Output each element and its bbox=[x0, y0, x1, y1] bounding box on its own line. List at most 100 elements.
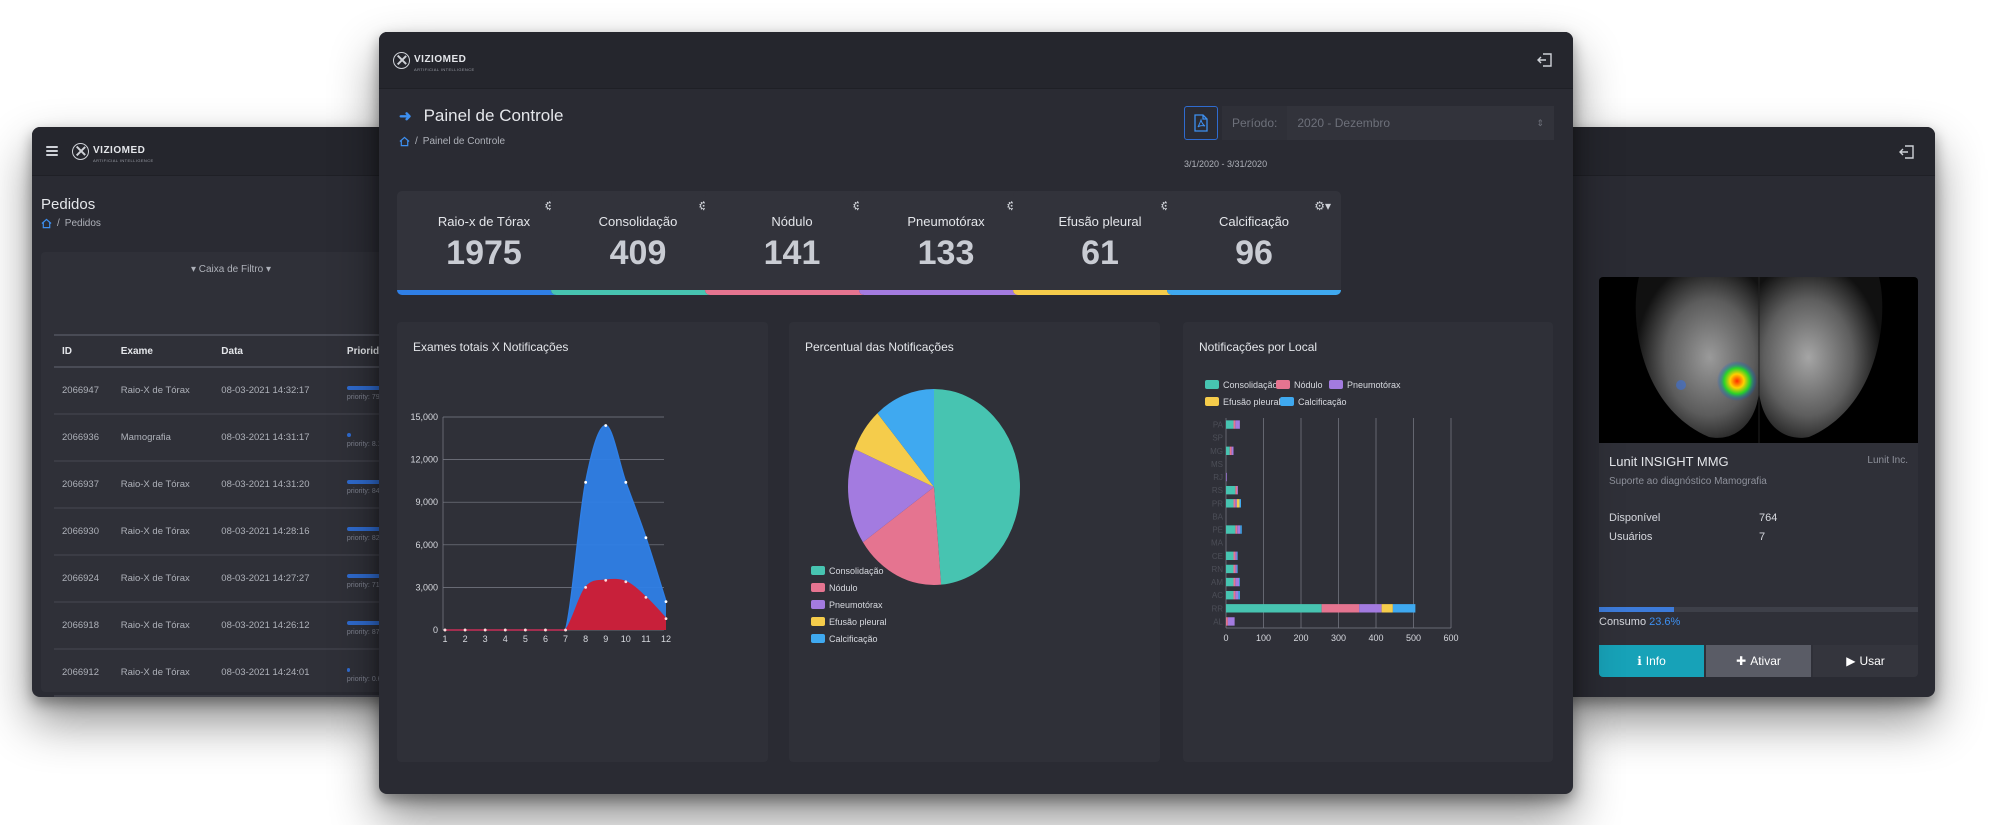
legend-label[interactable]: Nódulo bbox=[829, 583, 858, 593]
bar-segment[interactable] bbox=[1226, 617, 1228, 626]
bar-segment[interactable] bbox=[1233, 499, 1236, 508]
consumption-value: 23.6% bbox=[1649, 616, 1681, 628]
bar-segment[interactable] bbox=[1359, 604, 1382, 613]
legend-label[interactable]: Pneumotórax bbox=[829, 600, 883, 610]
pie-slice[interactable] bbox=[934, 389, 1020, 585]
column-exame[interactable]: Exame bbox=[112, 334, 214, 368]
pie-slice[interactable] bbox=[862, 487, 942, 585]
bar-segment[interactable] bbox=[1237, 485, 1238, 495]
priority-text: priority: 87.03% bbox=[346, 629, 396, 636]
consumption-fill bbox=[1599, 607, 1675, 612]
column-id[interactable]: ID bbox=[54, 334, 113, 368]
priority-bar bbox=[346, 668, 350, 672]
bar-segment[interactable] bbox=[1235, 590, 1239, 600]
legend-label[interactable]: Efusão pleural bbox=[1223, 397, 1281, 407]
bar-segment[interactable] bbox=[1240, 525, 1242, 534]
filter-toggle[interactable]: ▾ Caixa de Filtro ▾ bbox=[190, 264, 272, 275]
bar-segment[interactable] bbox=[1239, 577, 1240, 587]
bar-segment[interactable] bbox=[1233, 551, 1236, 561]
legend-label[interactable]: Efusão pleural bbox=[829, 617, 887, 627]
table-row[interactable]: 2066937 Raio-X de Tórax 08-03-2021 14:31:2… bbox=[54, 461, 414, 509]
bar-segment[interactable] bbox=[1236, 551, 1238, 561]
table-row[interactable]: 2066918 Raio-X de Tórax 08-03-2021 14:26:1… bbox=[54, 602, 414, 650]
bar-segment[interactable] bbox=[1235, 420, 1240, 429]
bar-segment[interactable] bbox=[1235, 551, 1237, 561]
available-label: Disponível bbox=[1609, 512, 1661, 524]
bar-segment[interactable] bbox=[1226, 446, 1230, 456]
bar-segment[interactable] bbox=[1237, 525, 1241, 534]
bar-segment[interactable] bbox=[1226, 485, 1236, 495]
use-button[interactable]: ▶ Usar bbox=[1813, 645, 1918, 677]
bar-segment[interactable] bbox=[1231, 446, 1234, 456]
period-select[interactable]: 2020 - Dezembro ⇕ bbox=[1287, 106, 1554, 140]
home-icon[interactable] bbox=[399, 136, 410, 147]
bar-segment[interactable] bbox=[1238, 590, 1240, 600]
pdf-export-button[interactable] bbox=[1184, 106, 1218, 140]
bar-segment[interactable] bbox=[1321, 604, 1360, 613]
legend-label[interactable]: Calcificação bbox=[829, 634, 878, 644]
pie-slice[interactable] bbox=[877, 389, 934, 487]
bar-segment[interactable] bbox=[1227, 617, 1235, 626]
legend-label[interactable]: Pneumotórax bbox=[1347, 380, 1401, 390]
table-row[interactable]: 2066912 Raio-X de Tórax 08-03-2021 14:24:0… bbox=[54, 649, 414, 697]
bar-segment[interactable] bbox=[1233, 420, 1236, 429]
logout-icon[interactable] bbox=[1899, 144, 1915, 160]
activate-button[interactable]: ✚ Ativar bbox=[1706, 645, 1811, 677]
column-data[interactable]: Data bbox=[213, 334, 339, 368]
legend-swatch bbox=[1329, 380, 1343, 389]
table-row[interactable]: 2066947 Raio-X de Tórax 08-03-2021 14:32:1… bbox=[54, 367, 414, 415]
bar-segment[interactable] bbox=[1226, 525, 1236, 534]
home-icon[interactable] bbox=[41, 218, 52, 229]
y-tick-label: 12,000 bbox=[410, 455, 438, 465]
table-row[interactable]: 2066936 Mamografia 08-03-2021 14:31:17 prio… bbox=[54, 414, 414, 462]
y-tick-label: AC bbox=[1212, 591, 1223, 600]
legend-label[interactable]: Consolidação bbox=[829, 566, 884, 576]
legend-label[interactable]: Nódulo bbox=[1294, 380, 1323, 390]
legend-label[interactable]: Calcificação bbox=[1298, 397, 1347, 407]
bar-segment[interactable] bbox=[1226, 577, 1234, 587]
bar-segment[interactable] bbox=[1236, 499, 1240, 508]
bar-segment[interactable] bbox=[1226, 564, 1234, 574]
bar-segment[interactable] bbox=[1381, 604, 1393, 613]
legend-label[interactable]: Consolidação bbox=[1223, 380, 1278, 390]
bar-segment[interactable] bbox=[1392, 604, 1416, 613]
info-button[interactable]: ℹ Info bbox=[1599, 645, 1704, 677]
pie-slice[interactable] bbox=[854, 413, 934, 487]
bar-segment[interactable] bbox=[1239, 499, 1242, 508]
logo[interactable]: VIZIOMED ARTIFICIAL INTELLIGENCE bbox=[393, 49, 475, 72]
bar-segment[interactable] bbox=[1226, 499, 1234, 508]
bar-segment[interactable] bbox=[1233, 577, 1236, 587]
logo-icon bbox=[393, 51, 410, 69]
table-row[interactable]: 2066930 Raio-X de Tórax 08-03-2021 14:28:1… bbox=[54, 508, 414, 556]
bar-segment[interactable] bbox=[1235, 485, 1238, 495]
product-card[interactable]: Lunit INSIGHT MMG Lunit Inc. Suporte ao … bbox=[1599, 277, 1918, 677]
bar-segment[interactable] bbox=[1235, 564, 1237, 574]
legend-swatch bbox=[811, 600, 825, 609]
users-value: 7 bbox=[1759, 531, 1766, 543]
bar-segment[interactable] bbox=[1235, 577, 1240, 587]
hamburger-menu-icon[interactable] bbox=[46, 146, 58, 156]
gear-dropdown-icon[interactable]: ⚙▾ bbox=[1314, 199, 1331, 213]
bar-segment[interactable] bbox=[1236, 564, 1238, 574]
bar-segment[interactable] bbox=[1226, 590, 1234, 600]
pie-slice[interactable] bbox=[848, 449, 934, 543]
pdf-icon bbox=[1194, 114, 1208, 132]
legend-swatch bbox=[1205, 380, 1219, 389]
bar-segment[interactable] bbox=[1233, 564, 1236, 574]
bar-segment[interactable] bbox=[1235, 499, 1237, 508]
data-point bbox=[644, 595, 648, 599]
bar-segment[interactable] bbox=[1226, 604, 1322, 613]
consumption-label: Consumo bbox=[1599, 616, 1647, 628]
bar-segment[interactable] bbox=[1233, 590, 1236, 600]
row-data: 08-03-2021 14:24:01 bbox=[213, 649, 339, 697]
logout-icon[interactable] bbox=[1537, 52, 1553, 68]
bar-segment[interactable] bbox=[1229, 446, 1232, 456]
bar-segment[interactable] bbox=[1226, 420, 1234, 429]
bar-segment[interactable] bbox=[1235, 525, 1238, 534]
table-row[interactable]: 2066924 Raio-X de Tórax 08-03-2021 14:27:2… bbox=[54, 555, 414, 603]
bar-segment[interactable] bbox=[1226, 551, 1234, 561]
data-point bbox=[624, 480, 628, 484]
bar-segment[interactable] bbox=[1226, 472, 1227, 482]
y-tick-label: RN bbox=[1211, 565, 1223, 574]
